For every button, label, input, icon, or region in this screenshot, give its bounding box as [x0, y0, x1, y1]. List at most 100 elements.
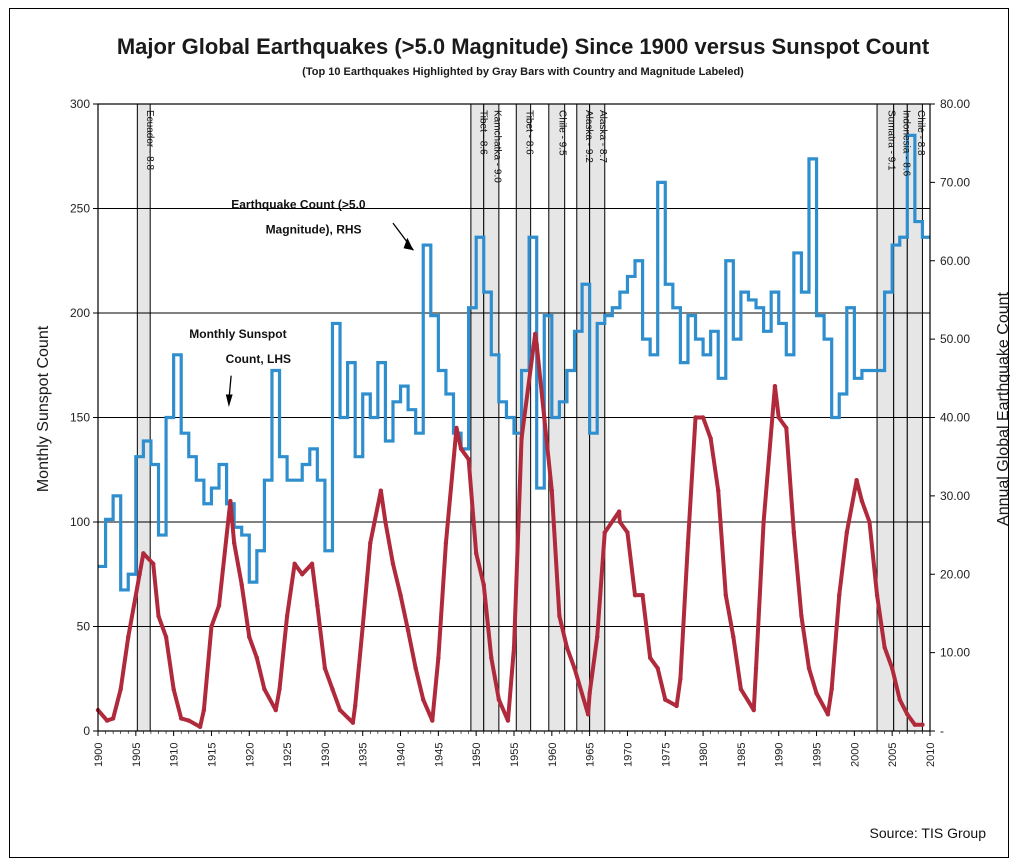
y2-axis-title: Annual Global Earthquake Count	[995, 291, 1010, 525]
sunspot-point	[481, 582, 486, 587]
sunspot-point	[273, 707, 278, 713]
sunspot-point	[806, 666, 812, 671]
sunspot-point	[791, 530, 797, 535]
sunspot-point	[920, 722, 925, 727]
sunspot-point	[859, 498, 865, 504]
sunspot-point	[228, 498, 233, 504]
sunspot-point	[171, 687, 176, 692]
sunspot-point	[700, 415, 706, 420]
x-tick-label: 1965	[585, 743, 597, 767]
chart-frame: Major Global Earthquakes (>5.0 Magnitude…	[9, 8, 1010, 858]
sunspot-point	[247, 634, 252, 640]
sunspot-point	[905, 712, 910, 717]
sunspot-point	[489, 655, 494, 661]
earthquake-bar-label: Tibet - 8.6	[477, 110, 488, 155]
sunspot-point	[867, 519, 872, 525]
sunspot-point	[549, 488, 555, 493]
sunspot-point	[674, 703, 679, 709]
sunspot-point	[309, 561, 315, 566]
y-axis-title: Monthly Sunspot Count	[35, 325, 52, 492]
sunspot-point	[330, 687, 335, 692]
annotation-label: Monthly Sunspot	[189, 327, 286, 341]
sunspot-point	[163, 634, 169, 640]
annotation-label: Count, LHS	[226, 352, 291, 366]
y2-tick-label: 20.00	[940, 567, 970, 581]
sunspot-point	[505, 718, 511, 723]
sunspot-point	[179, 716, 184, 721]
sunspot-point	[322, 666, 328, 671]
earthquake-bar-label: Alaska - 9.2	[583, 110, 594, 163]
y2-tick-label: 50.00	[940, 332, 970, 346]
x-tick-label: 2010	[925, 743, 937, 767]
source-caption: Source: TIS Group	[869, 825, 986, 841]
sunspot-point	[511, 645, 517, 650]
sunspot-point	[473, 551, 479, 556]
sunspot-point	[118, 687, 123, 692]
sunspot-point	[383, 519, 388, 525]
sunspot-point	[454, 425, 459, 431]
sunspot-point	[209, 624, 214, 629]
sunspot-point	[532, 331, 538, 337]
sunspot-point	[231, 540, 237, 546]
x-tick-label: 1940	[396, 743, 408, 767]
y2-tick-label: 70.00	[940, 175, 970, 189]
x-tick-label: 1950	[471, 743, 483, 767]
x-tick-label: 1900	[93, 743, 105, 767]
x-tick-label: 1920	[244, 743, 256, 767]
x-tick-label: 1930	[320, 743, 332, 767]
sunspot-point	[201, 707, 207, 713]
sunspot-point	[889, 666, 895, 671]
sunspot-point	[378, 488, 384, 493]
sunspot-point	[436, 655, 441, 661]
sunspot-point	[716, 488, 721, 493]
y-tick-label: 200	[70, 306, 90, 320]
sunspot-point	[519, 436, 524, 441]
sunspot-point	[738, 687, 744, 692]
sunspot-point	[897, 697, 902, 702]
sunspot-point	[390, 561, 396, 566]
sunspot-point	[368, 540, 373, 546]
sunspot-point	[595, 634, 600, 640]
sunspot-point	[352, 703, 358, 709]
sunspot-point	[602, 530, 607, 535]
sunspot-point	[458, 446, 464, 452]
sunspot-point	[829, 687, 834, 692]
earthquake-bar-label: Indonesia - 8.6	[901, 110, 912, 177]
sunspot-point	[564, 645, 570, 650]
sunspot-point	[360, 624, 365, 629]
sunspot-point	[663, 697, 668, 702]
x-tick-label: 1935	[358, 743, 370, 767]
sunspot-point	[912, 722, 918, 727]
y-tick-label: 50	[77, 620, 91, 634]
annotation-arrowhead	[403, 237, 414, 251]
y2-tick-label: 10.00	[940, 646, 970, 660]
sunspot-point	[844, 530, 849, 535]
sunspot-point	[625, 530, 630, 535]
sunspot-point	[405, 628, 411, 633]
sunspot-point	[110, 716, 116, 721]
x-tick-label: 1960	[547, 743, 559, 767]
sunspot-point	[587, 691, 592, 696]
sunspot-point	[534, 342, 539, 347]
x-tick-label: 1980	[698, 743, 710, 767]
sunspot-point	[825, 712, 831, 717]
sunspot-point	[655, 666, 660, 671]
x-tick-label: 1970	[622, 743, 634, 767]
sunspot-point	[772, 383, 778, 389]
sunspot-point	[466, 457, 471, 462]
sunspot-point	[616, 509, 622, 514]
sunspot-point	[647, 655, 653, 661]
earthquake-bar-label: Ecuador - 8.8	[144, 110, 155, 170]
x-tick-label: 2005	[887, 743, 899, 767]
x-tick-label: 1925	[282, 743, 294, 767]
sunspot-point	[784, 425, 789, 431]
sunspot-point	[350, 720, 356, 725]
sunspot-point	[430, 718, 435, 723]
sunspot-point	[542, 415, 547, 420]
sunspot-point	[284, 613, 290, 619]
sunspot-point	[337, 707, 343, 713]
y2-tick-label: 40.00	[940, 411, 970, 425]
sunspot-point	[753, 666, 759, 671]
sunspot-point	[156, 613, 161, 619]
sunspot-point	[277, 687, 282, 692]
